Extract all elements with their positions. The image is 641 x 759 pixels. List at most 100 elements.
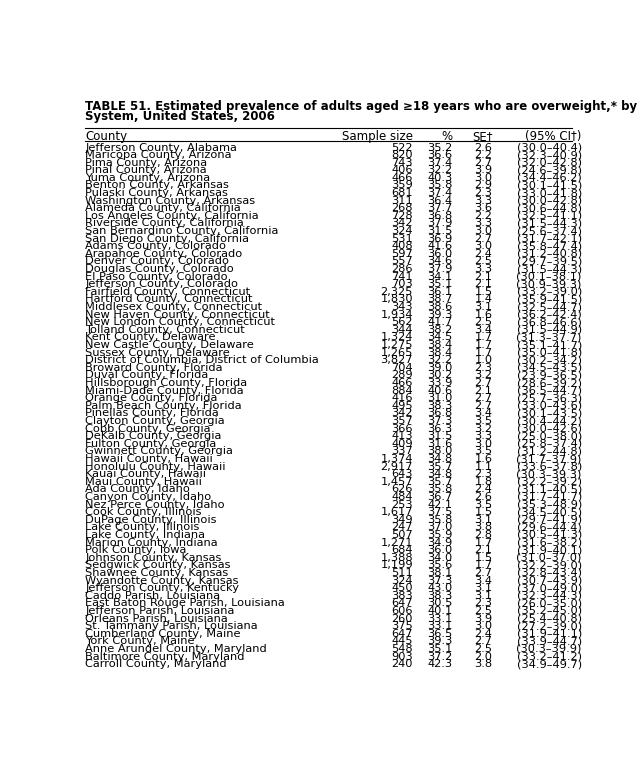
Text: Honolulu County, Hawaii: Honolulu County, Hawaii	[85, 461, 226, 471]
Text: 2.3: 2.3	[474, 598, 492, 609]
Text: (34.5–40.5): (34.5–40.5)	[517, 507, 582, 517]
Text: 344: 344	[392, 325, 413, 335]
Text: 531: 531	[391, 234, 413, 244]
Text: Jefferson County, Kentucky: Jefferson County, Kentucky	[85, 583, 239, 594]
Text: Middlesex County, Connecticut: Middlesex County, Connecticut	[85, 302, 262, 312]
Text: 34.6: 34.6	[428, 257, 453, 266]
Text: 36.9: 36.9	[428, 234, 453, 244]
Text: 3.5: 3.5	[474, 416, 492, 426]
Text: 3.2: 3.2	[474, 370, 492, 380]
Text: (36.8–46.6): (36.8–46.6)	[517, 317, 582, 327]
Text: 3.0: 3.0	[474, 226, 492, 236]
Text: 38.7: 38.7	[428, 294, 453, 304]
Text: 42.1: 42.1	[428, 499, 453, 509]
Text: 3.6: 3.6	[474, 203, 492, 213]
Text: 704: 704	[392, 363, 413, 373]
Text: (31.7–41.7): (31.7–41.7)	[517, 492, 582, 502]
Text: (30.5–41.3): (30.5–41.3)	[517, 530, 582, 540]
Text: (25.0–38.0): (25.0–38.0)	[517, 431, 582, 441]
Text: 3.1: 3.1	[474, 591, 492, 601]
Text: Pima County, Arizona: Pima County, Arizona	[85, 158, 207, 168]
Text: Los Angeles County, California: Los Angeles County, California	[85, 211, 259, 221]
Text: 597: 597	[391, 249, 413, 259]
Text: 1.7: 1.7	[474, 348, 492, 357]
Text: DeKalb County, Georgia: DeKalb County, Georgia	[85, 431, 222, 441]
Text: (34.5–43.5): (34.5–43.5)	[517, 363, 582, 373]
Text: 728: 728	[392, 211, 413, 221]
Text: (35.1–41.7): (35.1–41.7)	[517, 340, 582, 350]
Text: 2.1: 2.1	[474, 386, 492, 395]
Text: 2.5: 2.5	[474, 317, 492, 327]
Text: Washington County, Arkansas: Washington County, Arkansas	[85, 196, 255, 206]
Text: Marion County, Indiana: Marion County, Indiana	[85, 537, 218, 547]
Text: 2.7: 2.7	[474, 378, 492, 388]
Text: 606: 606	[392, 606, 413, 616]
Text: San Diego County, California: San Diego County, California	[85, 234, 249, 244]
Text: 34.9: 34.9	[428, 537, 453, 547]
Text: 33.1: 33.1	[428, 621, 453, 631]
Text: 2.8: 2.8	[474, 530, 492, 540]
Text: 37.4: 37.4	[428, 188, 453, 198]
Text: 37.5: 37.5	[428, 507, 453, 517]
Text: (30.0–42.8): (30.0–42.8)	[517, 196, 582, 206]
Text: (34.4–46.2): (34.4–46.2)	[517, 173, 582, 183]
Text: Alameda County, California: Alameda County, California	[85, 203, 241, 213]
Text: (27.2–39.0): (27.2–39.0)	[517, 621, 582, 631]
Text: Jefferson County, Alabama: Jefferson County, Alabama	[85, 143, 237, 153]
Text: 2.4: 2.4	[474, 628, 492, 639]
Text: (31.9–41.1): (31.9–41.1)	[517, 628, 582, 639]
Text: (31.2–44.8): (31.2–44.8)	[517, 446, 582, 456]
Text: 30.5: 30.5	[428, 598, 453, 609]
Text: 1,617: 1,617	[381, 507, 413, 517]
Text: East Baton Rouge Parish, Louisiana: East Baton Rouge Parish, Louisiana	[85, 598, 285, 609]
Text: 3.2: 3.2	[474, 424, 492, 433]
Text: 35.2: 35.2	[428, 143, 453, 153]
Text: 1.5: 1.5	[474, 287, 492, 297]
Text: 903: 903	[391, 651, 413, 662]
Text: (36.5–44.7): (36.5–44.7)	[517, 386, 582, 395]
Text: 3.4: 3.4	[474, 325, 492, 335]
Text: 3.1: 3.1	[474, 515, 492, 524]
Text: Cobb County, Georgia: Cobb County, Georgia	[85, 424, 211, 433]
Text: 3.1: 3.1	[474, 583, 492, 594]
Text: 2.4: 2.4	[474, 249, 492, 259]
Text: Cook County, Illinois: Cook County, Illinois	[85, 507, 201, 517]
Text: Adams County, Colorado: Adams County, Colorado	[85, 241, 226, 251]
Text: Maricopa County, Arizona: Maricopa County, Arizona	[85, 150, 231, 160]
Text: 36.8: 36.8	[428, 211, 453, 221]
Text: 337: 337	[391, 446, 413, 456]
Text: 466: 466	[392, 173, 413, 183]
Text: 37.7: 37.7	[428, 203, 453, 213]
Text: 37.3: 37.3	[428, 416, 453, 426]
Text: (31.1–40.5): (31.1–40.5)	[517, 484, 582, 494]
Text: 2.0: 2.0	[474, 651, 492, 662]
Text: (25.8–37.4): (25.8–37.4)	[517, 439, 582, 449]
Text: 1,830: 1,830	[380, 294, 413, 304]
Text: Yuma County, Arizona: Yuma County, Arizona	[85, 173, 210, 183]
Text: 32.2: 32.2	[428, 355, 453, 365]
Text: (35.8–47.4): (35.8–47.4)	[517, 241, 582, 251]
Text: 3.0: 3.0	[474, 173, 492, 183]
Text: 37.9: 37.9	[428, 219, 453, 228]
Text: 820: 820	[392, 150, 413, 160]
Text: 324: 324	[392, 226, 413, 236]
Text: 2.7: 2.7	[474, 393, 492, 403]
Text: Miami-Dade County, Florida: Miami-Dade County, Florida	[85, 386, 244, 395]
Text: 409: 409	[392, 439, 413, 449]
Text: 2.7: 2.7	[474, 568, 492, 578]
Text: 1,275: 1,275	[381, 340, 413, 350]
Text: Duval County, Florida: Duval County, Florida	[85, 370, 208, 380]
Text: 2.5: 2.5	[474, 606, 492, 616]
Text: 647: 647	[392, 628, 413, 639]
Text: Orange County, Florida: Orange County, Florida	[85, 393, 217, 403]
Text: 43.0: 43.0	[428, 583, 453, 594]
Text: (32.3–40.9): (32.3–40.9)	[517, 150, 582, 160]
Text: Johnson County, Kansas: Johnson County, Kansas	[85, 553, 222, 562]
Text: 522: 522	[392, 143, 413, 153]
Text: 1.7: 1.7	[474, 537, 492, 547]
Text: %: %	[442, 131, 453, 143]
Text: 2.6: 2.6	[474, 143, 492, 153]
Text: 1.1: 1.1	[474, 461, 492, 471]
Text: 343: 343	[392, 302, 413, 312]
Text: 35.1: 35.1	[428, 279, 453, 289]
